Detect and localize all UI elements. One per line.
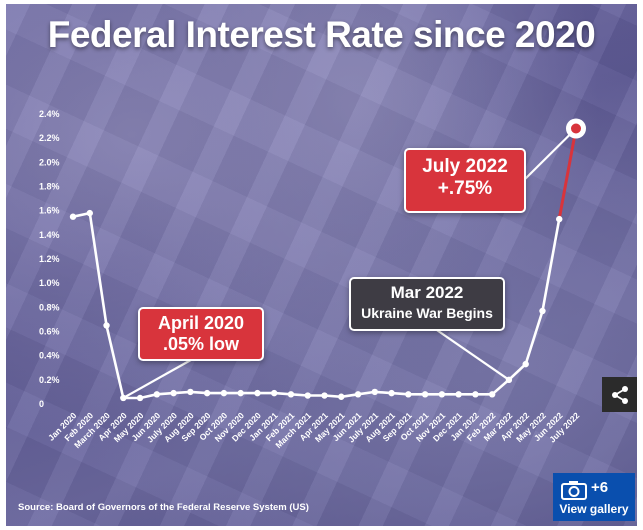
y-tick-label: 1.4% bbox=[39, 230, 60, 240]
source-note: Source: Board of Governors of the Federa… bbox=[18, 502, 309, 513]
callout-april-2020: April 2020 .05% low bbox=[138, 307, 264, 361]
y-tick-label: 2.4% bbox=[39, 109, 60, 119]
line-chart: 0 0.2% 0.4% 0.6% 0.8% 1.0% 1.2% 1.4% 1.6% 1.8% 2.0… bbox=[39, 109, 586, 450]
view-gallery-button[interactable]: +6 View gallery bbox=[553, 473, 635, 521]
data-point bbox=[220, 389, 228, 397]
data-point bbox=[522, 360, 529, 368]
camera-icon bbox=[561, 481, 587, 500]
callout-july-2022: July 2022 +.75% bbox=[404, 148, 526, 213]
data-point bbox=[103, 322, 110, 329]
y-tick-label: 0 bbox=[39, 399, 44, 409]
y-axis: 0 0.2% 0.4% 0.6% 0.8% 1.0% 1.2% 1.4% 1.6% 1.8% 2.0… bbox=[39, 109, 60, 409]
y-tick-label: 0.4% bbox=[39, 351, 60, 361]
data-point bbox=[438, 391, 446, 398]
callout-april-2020-date: April 2020 bbox=[157, 313, 245, 333]
gallery-count: +6 bbox=[591, 479, 609, 496]
y-tick-label: 1.6% bbox=[39, 206, 60, 216]
data-point bbox=[287, 391, 295, 398]
data-point bbox=[371, 388, 378, 396]
y-tick-label: 0.2% bbox=[39, 375, 60, 385]
data-point bbox=[153, 391, 161, 398]
y-tick-label: 2.0% bbox=[39, 157, 60, 167]
data-point bbox=[86, 209, 93, 217]
data-point bbox=[505, 376, 513, 384]
callout-mar-2022: Mar 2022 Ukraine War Begins bbox=[349, 277, 505, 331]
data-point bbox=[455, 391, 462, 398]
gallery-label: View gallery bbox=[559, 502, 629, 516]
data-point bbox=[203, 389, 211, 397]
rate-points bbox=[69, 118, 586, 402]
callout-july-2022-change: +.75% bbox=[437, 177, 493, 199]
callout-july-2022-date: July 2022 bbox=[422, 156, 508, 177]
data-point bbox=[338, 393, 345, 400]
data-point bbox=[170, 389, 177, 397]
data-point bbox=[237, 389, 244, 397]
currency-background bbox=[6, 4, 637, 526]
chart-panel: Federal Interest Rate since 2020 0 0.2% 0.… bbox=[6, 4, 637, 526]
data-point bbox=[539, 307, 546, 315]
data-point bbox=[405, 391, 412, 398]
share-button[interactable] bbox=[602, 377, 637, 412]
data-point bbox=[271, 389, 278, 397]
callout-mar-2022-note: Ukraine War Begins bbox=[361, 304, 493, 321]
y-tick-label: 1.2% bbox=[39, 254, 60, 264]
callout-april-2020-note: .05% low bbox=[162, 333, 240, 354]
data-point bbox=[472, 391, 479, 398]
data-point bbox=[388, 389, 395, 397]
data-point bbox=[187, 388, 194, 396]
data-point bbox=[304, 392, 311, 399]
data-point bbox=[120, 394, 127, 402]
y-tick-label: 0.8% bbox=[39, 302, 60, 312]
data-point bbox=[421, 391, 429, 398]
pointer-mar-2022 bbox=[430, 325, 510, 381]
series-line-highlight bbox=[557, 128, 578, 220]
y-tick-label: 2.2% bbox=[39, 133, 60, 143]
pointer-april-2020 bbox=[122, 355, 199, 399]
data-point bbox=[321, 392, 328, 399]
data-point bbox=[254, 389, 261, 397]
callout-pointers bbox=[122, 127, 577, 399]
pointer-july-2022 bbox=[519, 127, 577, 185]
chart-title: Federal Interest Rate since 2020 bbox=[47, 14, 596, 55]
y-tick-label: 1.8% bbox=[39, 182, 60, 192]
data-point bbox=[354, 391, 362, 398]
y-tick-label: 1.0% bbox=[39, 278, 60, 288]
data-point bbox=[556, 215, 563, 223]
share-icon bbox=[611, 385, 628, 404]
callout-mar-2022-date: Mar 2022 bbox=[390, 283, 464, 302]
data-point bbox=[69, 213, 77, 220]
data-point-highlight-core bbox=[571, 123, 581, 134]
data-point bbox=[488, 391, 496, 398]
y-tick-label: 0.6% bbox=[39, 327, 60, 337]
data-point bbox=[136, 394, 144, 402]
